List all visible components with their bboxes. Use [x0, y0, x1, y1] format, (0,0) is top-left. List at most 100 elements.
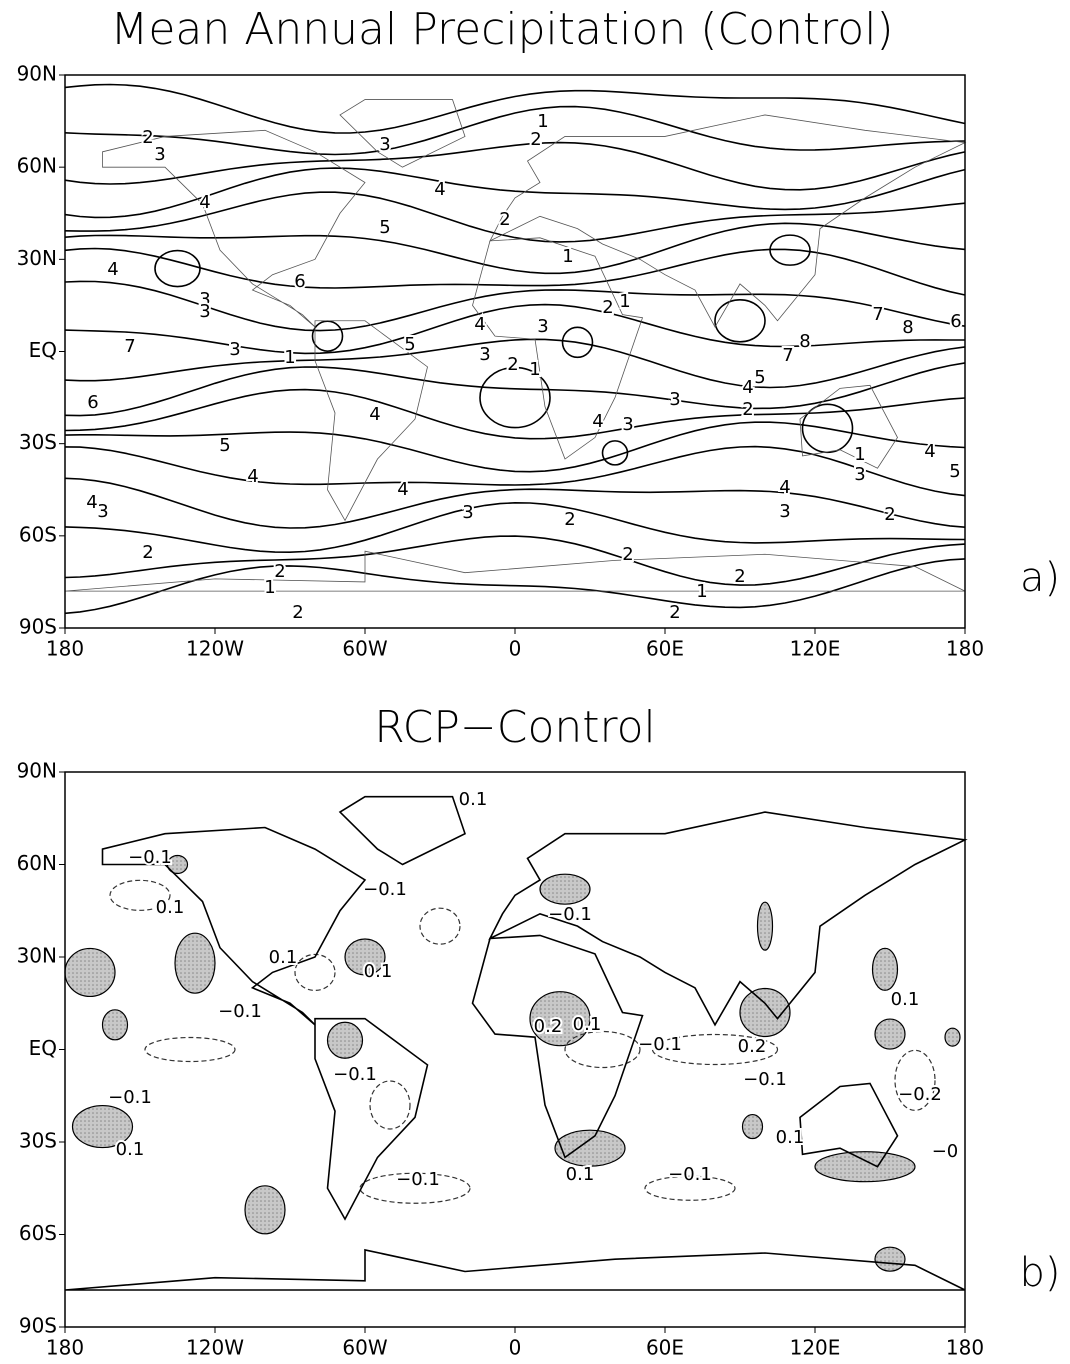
y-tick-label: 90S — [19, 1314, 57, 1338]
contour-label: 4 — [779, 477, 790, 498]
y-tick-label: 60S — [19, 1221, 57, 1245]
contour-label: 5 — [379, 217, 390, 238]
negative-anomaly — [644, 1175, 736, 1201]
contour-label: 0.1 — [269, 947, 298, 968]
contour-line — [64, 303, 965, 355]
contour-label: 0.2 — [534, 1016, 563, 1037]
contour-label: 6 — [950, 311, 961, 332]
positive-anomaly — [166, 854, 189, 875]
contour-label: 1 — [537, 111, 548, 132]
positive-anomaly — [874, 1246, 906, 1272]
contour-line — [64, 535, 966, 586]
contour-label: 2 — [669, 602, 680, 623]
contour-label: 8 — [902, 317, 913, 338]
contour-label: 1 — [284, 347, 295, 368]
y-tick-label: 30N — [17, 246, 57, 270]
coastline — [339, 99, 466, 168]
contour-label: 1 — [562, 246, 573, 267]
contour-label: 1 — [619, 291, 630, 312]
contour-label: 0.1 — [364, 961, 393, 982]
contour-label: 2 — [292, 602, 303, 623]
contour-label: 3 — [199, 289, 210, 310]
contour-label: 0.1 — [776, 1127, 805, 1148]
contour-line — [64, 501, 966, 554]
contour-label: 4 — [86, 492, 97, 513]
contour-label: 0.1 — [116, 1139, 145, 1160]
positive-anomaly — [101, 1009, 129, 1041]
contour-label: 5 — [949, 461, 960, 482]
contour-label: 2 — [142, 542, 153, 563]
contour-line — [64, 558, 966, 615]
contour-label: 2 — [274, 561, 285, 582]
contour-label: 2 — [742, 399, 753, 420]
contour-label: 3 — [779, 501, 790, 522]
x-tick-label: 120E — [790, 1336, 841, 1360]
contour-ring — [769, 234, 811, 266]
coastline — [64, 1248, 966, 1291]
negative-anomaly — [144, 1036, 236, 1063]
coastline — [488, 811, 968, 1027]
contour-label: −0.1 — [218, 1001, 262, 1022]
contour-label: 5 — [754, 367, 765, 388]
positive-anomaly — [756, 901, 774, 951]
contour-ring — [601, 440, 629, 466]
contour-ring — [561, 326, 594, 359]
contour-label: −0.1 — [638, 1034, 682, 1055]
contour-label: 2 — [507, 354, 518, 375]
contour-label: −0.1 — [668, 1164, 712, 1185]
positive-anomaly — [539, 873, 591, 905]
contour-label: 2 — [142, 127, 153, 148]
coastline — [472, 237, 644, 460]
contour-label: 0.1 — [891, 989, 920, 1010]
coastline — [489, 114, 967, 328]
contour-line — [64, 141, 966, 191]
y-tick-label: 60S — [19, 522, 57, 546]
contour-label: 0.1 — [459, 789, 488, 810]
contour-label: 4 — [369, 404, 380, 425]
coastline — [314, 320, 428, 522]
x-tick-label: 60W — [342, 1336, 387, 1360]
coastline — [471, 934, 644, 1159]
positive-anomaly — [814, 1151, 916, 1183]
x-tick-label: 60E — [646, 1336, 684, 1360]
y-tick-label: 60N — [17, 154, 57, 178]
panel-title: RCP−Control — [374, 702, 656, 753]
contour-label: 3 — [537, 316, 548, 337]
x-tick-label: 0 — [509, 637, 522, 661]
contour-label: 1 — [529, 359, 540, 380]
contour-label: 6 — [294, 271, 305, 292]
contour-label: 1 — [854, 444, 865, 465]
contour-label: 7 — [124, 336, 135, 357]
contour-label: −0.2 — [898, 1084, 942, 1105]
contour-label: 4 — [397, 479, 408, 500]
contour-line — [64, 338, 966, 389]
contour-line — [64, 445, 966, 497]
contour-label: 5 — [219, 435, 230, 456]
contour-label: 2 — [499, 209, 510, 230]
contour-ring — [479, 366, 551, 429]
contour-label: 1 — [696, 581, 707, 602]
contour-label: 1 — [264, 577, 275, 598]
contour-line — [64, 83, 966, 134]
x-tick-label: 120W — [186, 637, 244, 661]
contour-label: 3 — [462, 502, 473, 523]
contour-label: 4 — [742, 377, 753, 398]
coastline — [799, 1082, 899, 1168]
positive-anomaly — [741, 1113, 764, 1140]
contour-label: 5 — [404, 334, 415, 355]
contour-label: 4 — [434, 179, 445, 200]
contour-label: −0 — [932, 1141, 959, 1162]
contour-label: −0.1 — [363, 879, 407, 900]
plot-frame — [64, 74, 966, 629]
contour-label: −0.1 — [743, 1069, 787, 1090]
y-tick-label: 60N — [17, 851, 57, 875]
y-tick-label: 90N — [17, 62, 57, 86]
contour-label: 0.1 — [566, 1164, 595, 1185]
contour-label: 4 — [474, 314, 485, 335]
y-tick-label: EQ — [29, 338, 57, 362]
contour-ring — [714, 298, 766, 343]
contour-line — [64, 167, 966, 219]
negative-anomaly — [109, 879, 171, 911]
